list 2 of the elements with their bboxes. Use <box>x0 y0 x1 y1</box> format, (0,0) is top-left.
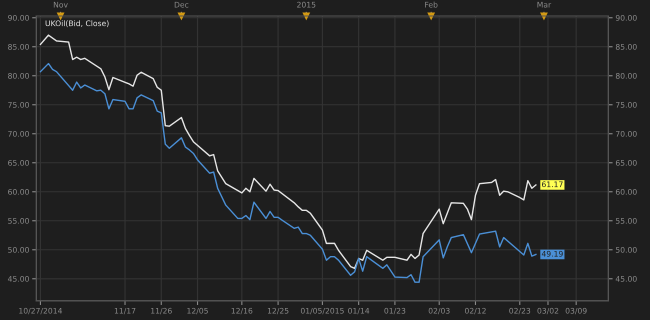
line-series <box>40 34 537 270</box>
line-series <box>40 62 537 283</box>
